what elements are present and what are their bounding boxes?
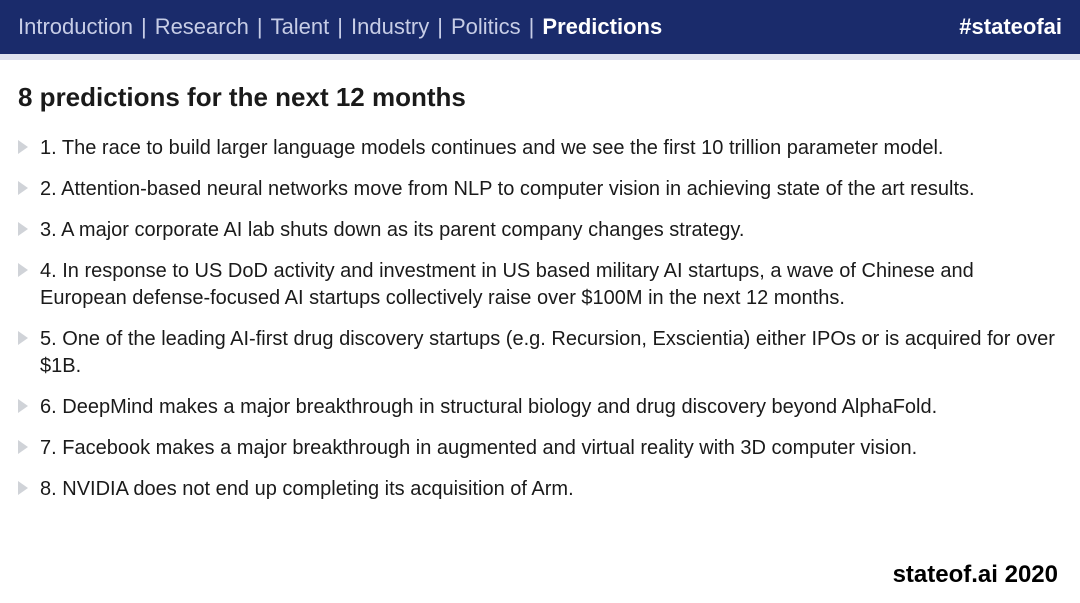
list-item: 1. The race to build larger language mod… [18,135,1062,162]
nav-item-industry[interactable]: Industry [351,14,429,40]
prediction-text: 4. In response to US DoD activity and in… [40,258,1062,312]
navbar: Introduction | Research | Talent | Indus… [0,0,1080,54]
triangle-right-icon [18,263,30,277]
prediction-text: 7. Facebook makes a major breakthrough i… [40,435,1062,462]
nav-item-predictions[interactable]: Predictions [542,14,662,40]
hashtag: #stateofai [959,14,1062,40]
nav-separator: | [521,14,543,40]
slide: Introduction | Research | Talent | Indus… [0,0,1080,603]
nav-item-politics[interactable]: Politics [451,14,521,40]
nav-separator: | [249,14,271,40]
list-item: 3. A major corporate AI lab shuts down a… [18,217,1062,244]
list-item: 2. Attention-based neural networks move … [18,176,1062,203]
prediction-text: 6. DeepMind makes a major breakthrough i… [40,394,1062,421]
prediction-text: 2. Attention-based neural networks move … [40,176,1062,203]
prediction-text: 5. One of the leading AI-first drug disc… [40,326,1062,380]
list-item: 8. NVIDIA does not end up completing its… [18,476,1062,503]
triangle-right-icon [18,399,30,413]
footer-brand: stateof.ai 2020 [893,561,1058,589]
triangle-right-icon [18,140,30,154]
list-item: 7. Facebook makes a major breakthrough i… [18,435,1062,462]
prediction-text: 1. The race to build larger language mod… [40,135,1062,162]
nav-separator: | [429,14,451,40]
content: 8 predictions for the next 12 months 1. … [0,60,1080,603]
nav-separator: | [329,14,351,40]
nav-separator: | [133,14,155,40]
triangle-right-icon [18,181,30,195]
triangle-right-icon [18,481,30,495]
predictions-list: 1. The race to build larger language mod… [18,135,1062,503]
nav-item-introduction[interactable]: Introduction [18,14,133,40]
page-title: 8 predictions for the next 12 months [18,82,1062,113]
triangle-right-icon [18,222,30,236]
triangle-right-icon [18,331,30,345]
list-item: 4. In response to US DoD activity and in… [18,258,1062,312]
nav-tabs: Introduction | Research | Talent | Indus… [18,14,662,40]
list-item: 6. DeepMind makes a major breakthrough i… [18,394,1062,421]
list-item: 5. One of the leading AI-first drug disc… [18,326,1062,380]
nav-item-talent[interactable]: Talent [271,14,330,40]
triangle-right-icon [18,440,30,454]
nav-item-research[interactable]: Research [155,14,249,40]
prediction-text: 3. A major corporate AI lab shuts down a… [40,217,1062,244]
prediction-text: 8. NVIDIA does not end up completing its… [40,476,1062,503]
